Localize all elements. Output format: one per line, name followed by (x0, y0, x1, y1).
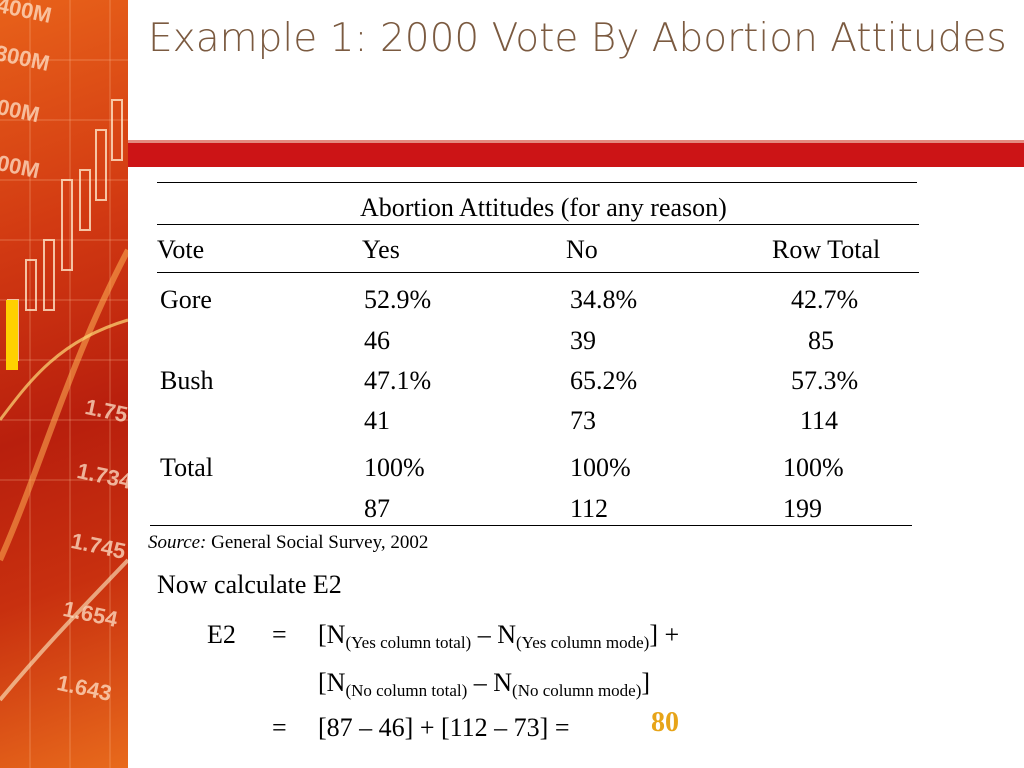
table-cell: 41 (364, 406, 390, 435)
stock-chart-graphic (0, 0, 128, 768)
calc-answer: 80 (651, 707, 679, 738)
calc-lhs: E2 (207, 620, 236, 649)
calc-equals-2: = (272, 713, 287, 742)
calc-subscript: (Yes column total) (345, 633, 472, 652)
table-cell: 46 (364, 326, 390, 355)
header-rule (157, 224, 919, 225)
table-cell: 100% (364, 453, 425, 482)
calc-term: [N (318, 668, 346, 697)
title-divider-band (128, 143, 1024, 167)
row-label-total: Total (160, 453, 214, 482)
table-cell: 85 (808, 326, 834, 355)
calc-term: ] (641, 668, 651, 697)
calc-line-1: [N(Yes column total) – N(Yes column mode… (318, 620, 679, 658)
table-cell: 65.2% (570, 366, 638, 395)
table-cell: 100% (570, 453, 631, 482)
calc-term: [N (318, 620, 346, 649)
column-header-rule (157, 272, 919, 273)
column-header-row-total: Row Total (772, 235, 881, 264)
calc-subscript: (No column total) (345, 681, 468, 700)
column-header-no: No (566, 235, 598, 264)
table-cell: 42.7% (791, 285, 859, 314)
column-group-header: Abortion Attitudes (for any reason) (360, 193, 727, 222)
calc-term: ] + (649, 620, 680, 649)
table-cell: 57.3% (791, 366, 859, 395)
column-header-yes: Yes (362, 235, 400, 264)
table-cell: 73 (570, 406, 596, 435)
table-cell: 39 (570, 326, 596, 355)
slide-title: Example 1: 2000 Vote By Abortion Attitud… (148, 16, 1007, 61)
calc-subscript: (Yes column mode) (515, 633, 650, 652)
calc-line-3: [87 – 46] + [112 – 73] = (318, 713, 570, 742)
table-cell: 87 (364, 494, 390, 523)
calc-term: – N (467, 668, 513, 697)
table-cell: 112 (570, 494, 609, 523)
table-source: Source: General Social Survey, 2002 (148, 531, 428, 555)
table-cell: 52.9% (364, 285, 432, 314)
table-bottom-rule (150, 525, 912, 526)
table-cell: 114 (800, 406, 839, 435)
row-label-gore: Gore (160, 285, 212, 314)
row-label-bush: Bush (160, 366, 214, 395)
calc-term: – N (471, 620, 516, 649)
calc-equals-1: = (272, 620, 287, 649)
table-cell: 100% (783, 453, 844, 482)
source-text: General Social Survey, 2002 (206, 532, 429, 553)
table-cell: 199 (783, 494, 822, 523)
column-header-vote: Vote (157, 235, 205, 264)
title-divider-highlight (128, 140, 1024, 143)
calc-subscript: (No column mode) (512, 681, 642, 700)
table-cell: 34.8% (570, 285, 638, 314)
calc-prompt: Now calculate E2 (157, 570, 342, 599)
source-label: Source: (148, 532, 207, 553)
table-top-rule (157, 182, 917, 183)
calc-line-2: [N(No column total) – N(No column mode)] (318, 668, 650, 706)
table-cell: 47.1% (364, 366, 432, 395)
decorative-stock-panel: 400M 300M 00M 00M 1.75 1.734 1.745 1.654… (0, 0, 128, 768)
